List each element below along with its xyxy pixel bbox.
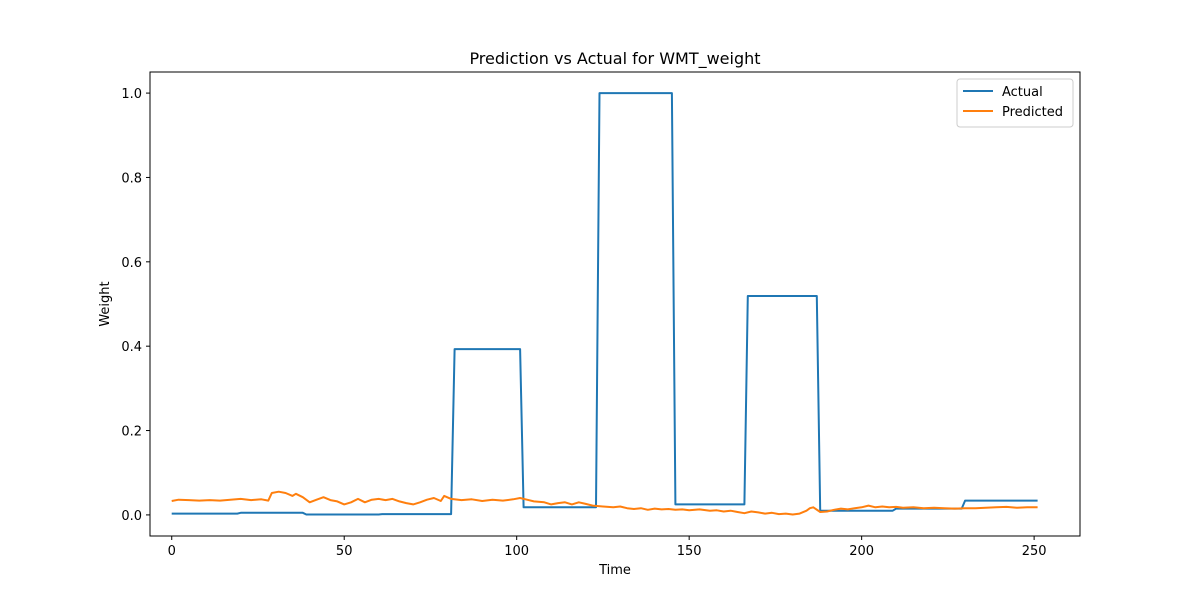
y-tick-label: 1.0 bbox=[121, 87, 142, 102]
y-tick-label: 0.4 bbox=[121, 340, 142, 355]
x-tick-label: 250 bbox=[1022, 544, 1047, 559]
x-tick-label: 150 bbox=[677, 544, 702, 559]
series-line-predicted bbox=[171, 490, 1038, 516]
y-tick-label: 0.6 bbox=[121, 256, 142, 271]
y-tick-label: 0.0 bbox=[121, 509, 142, 524]
x-tick-label: 200 bbox=[849, 544, 874, 559]
x-tick-label: 0 bbox=[168, 544, 176, 559]
series-layer bbox=[171, 92, 1038, 516]
x-axis-label: Time bbox=[598, 563, 631, 578]
chart-title: Prediction vs Actual for WMT_weight bbox=[469, 49, 760, 69]
y-tick-label: 0.2 bbox=[121, 425, 142, 440]
y-axis-ticks: 0.0 0.2 0.4 0.6 0.8 1.0 bbox=[121, 87, 150, 524]
legend: Actual Predicted bbox=[956, 78, 1074, 128]
series-line-actual bbox=[171, 92, 1038, 516]
x-tick-label: 50 bbox=[336, 544, 353, 559]
y-tick-label: 0.8 bbox=[121, 171, 142, 186]
y-axis-label: Weight bbox=[98, 281, 113, 326]
legend-label-predicted: Predicted bbox=[1002, 105, 1063, 120]
plot-frame bbox=[149, 71, 1081, 537]
legend-label-actual: Actual bbox=[1002, 85, 1043, 100]
x-tick-label: 100 bbox=[504, 544, 529, 559]
x-axis-ticks: 0 50 100 150 200 250 bbox=[168, 536, 1047, 559]
